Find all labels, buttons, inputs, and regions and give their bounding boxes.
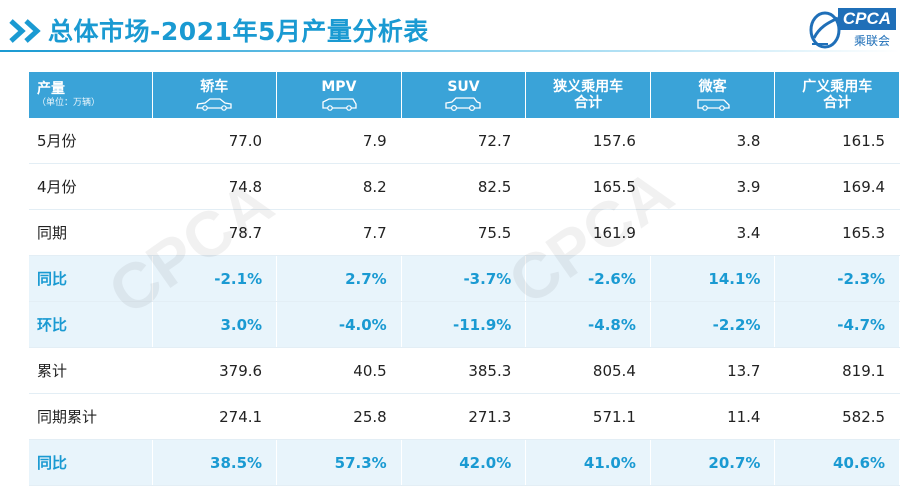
table-cell: 165.5 [525,163,651,210]
table-body: 5月份 77.0 7.9 72.7 157.6 3.8 161.5 4月份 74.8 8.2 82.… [29,118,900,486]
page-title: 总体市场-2021年5月产量分析表 [48,17,429,46]
column-header-minivan: 微客 [650,72,776,118]
production-table-container: 产量 （单位：万辆） 轿车 MPV [29,72,900,486]
table-cell: 169.4 [774,163,900,210]
title-underline [0,50,900,52]
table-cell: 271.3 [401,393,527,440]
row-label: 同比 [29,439,153,486]
column-label-line1: 狭义乘用车 [553,79,624,95]
minivan-icon [697,99,730,111]
table-cell: -4.8% [525,301,651,348]
table-header-row: 产量 （单位：万辆） 轿车 MPV [29,72,900,118]
table-cell: 78.7 [152,209,278,256]
table-cell: 165.3 [774,209,900,256]
table-cell: -4.0% [276,301,402,348]
table-row: 4月份 74.8 8.2 82.5 165.5 3.9 169.4 [29,163,900,210]
table-cell: 7.9 [276,118,402,164]
table-cell: 57.3% [276,439,402,486]
table-cell: 819.1 [774,347,900,394]
column-label: 轿车 [200,79,229,95]
corner-header: 产量 （单位：万辆） [29,72,153,118]
table-cell: 14.1% [650,255,776,302]
table-cell: 3.4 [650,209,776,256]
page-header: 总体市场-2021年5月产量分析表 CPCA 乘联会 [0,0,900,62]
table-cell: 77.0 [152,118,278,164]
cpca-logo: CPCA 乘联会 [808,6,898,52]
table-cell: 161.9 [525,209,651,256]
column-label: 微客 [698,79,727,95]
unit-label: （单位：万辆） [37,98,101,108]
double-chevron-icon [9,19,41,43]
row-label: 4月份 [29,163,153,210]
suv-icon [445,97,482,111]
table-cell: 3.9 [650,163,776,210]
table-cell: -4.7% [774,301,900,348]
table-row: 同期 78.7 7.7 75.5 161.9 3.4 165.3 [29,209,900,256]
row-label: 同期 [29,209,153,256]
table-cell: -2.2% [650,301,776,348]
table-cell: -2.1% [152,255,278,302]
table-cell: 805.4 [525,347,651,394]
table-cell: 571.1 [525,393,651,440]
table-cell: 13.7 [650,347,776,394]
table-cell: -2.3% [774,255,900,302]
table-cell: 40.5 [276,347,402,394]
mpv-icon [322,98,357,111]
logo-subtext: 乘联会 [854,34,891,48]
table-cell: 3.0% [152,301,278,348]
table-cell: 161.5 [774,118,900,164]
table-cell: -3.7% [401,255,527,302]
table-cell: 20.7% [650,439,776,486]
column-label-line2: 合计 [823,95,852,111]
table-cell: 582.5 [774,393,900,440]
production-table: 产量 （单位：万辆） 轿车 MPV [29,72,900,486]
row-label: 累计 [29,347,153,394]
column-label-line2: 合计 [574,95,603,111]
table-cell: 38.5% [152,439,278,486]
table-cell: 40.6% [774,439,900,486]
table-cell: 72.7 [401,118,527,164]
table-cell: 41.0% [525,439,651,486]
sedan-icon [196,98,232,111]
column-header-narrow-total: 狭义乘用车 合计 [525,72,651,118]
table-cell: 157.6 [525,118,651,164]
table-cell: 8.2 [276,163,402,210]
table-cell: 25.8 [276,393,402,440]
corner-label: 产量 [37,81,65,97]
table-cell: 2.7% [276,255,402,302]
column-header-broad-total: 广义乘用车 合计 [774,72,900,118]
row-label: 同比 [29,255,153,302]
column-label-line1: 广义乘用车 [802,79,873,95]
row-label: 5月份 [29,118,153,164]
table-row: 同比 38.5% 57.3% 42.0% 41.0% 20.7% 40.6% [29,439,900,486]
column-header-sedan: 轿车 [152,72,278,118]
table-cell: 385.3 [401,347,527,394]
table-cell: 7.7 [276,209,402,256]
table-cell: 379.6 [152,347,278,394]
column-header-mpv: MPV [276,72,402,118]
logo-text: CPCA [838,8,896,30]
logo-swirl-icon [809,11,841,49]
table-cell: 11.4 [650,393,776,440]
table-cell: -11.9% [401,301,527,348]
table-cell: 75.5 [401,209,527,256]
table-cell: -2.6% [525,255,651,302]
table-cell: 3.8 [650,118,776,164]
table-cell: 74.8 [152,163,278,210]
column-header-suv: SUV [401,72,527,118]
column-label: MPV [321,79,357,95]
row-label: 环比 [29,301,153,348]
table-row: 环比 3.0% -4.0% -11.9% -4.8% -2.2% -4.7% [29,301,900,348]
table-row: 5月份 77.0 7.9 72.7 157.6 3.8 161.5 [29,118,900,164]
row-label: 同期累计 [29,393,153,440]
table-row: 累计 379.6 40.5 385.3 805.4 13.7 819.1 [29,347,900,394]
column-label: SUV [447,79,480,95]
table-row: 同比 -2.1% 2.7% -3.7% -2.6% 14.1% -2.3% [29,255,900,302]
table-row: 同期累计 274.1 25.8 271.3 571.1 11.4 582.5 [29,393,900,440]
table-cell: 82.5 [401,163,527,210]
table-cell: 274.1 [152,393,278,440]
table-cell: 42.0% [401,439,527,486]
